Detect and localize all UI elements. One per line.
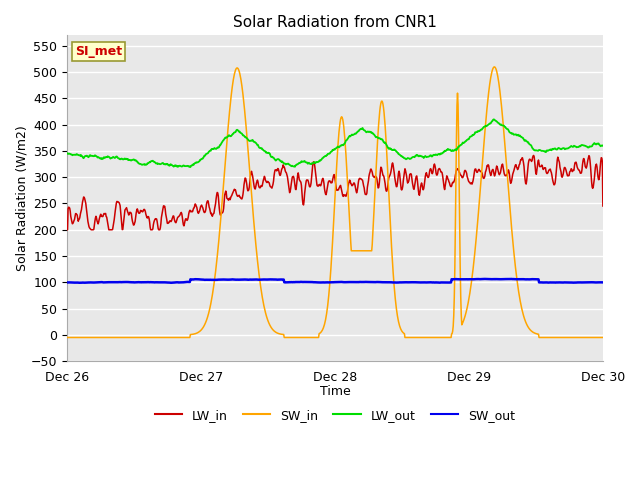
Text: SI_met: SI_met (75, 45, 122, 58)
X-axis label: Time: Time (319, 385, 350, 398)
Legend: LW_in, SW_in, LW_out, SW_out: LW_in, SW_in, LW_out, SW_out (150, 404, 520, 427)
Title: Solar Radiation from CNR1: Solar Radiation from CNR1 (233, 15, 437, 30)
Y-axis label: Solar Radiation (W/m2): Solar Radiation (W/m2) (15, 125, 28, 271)
